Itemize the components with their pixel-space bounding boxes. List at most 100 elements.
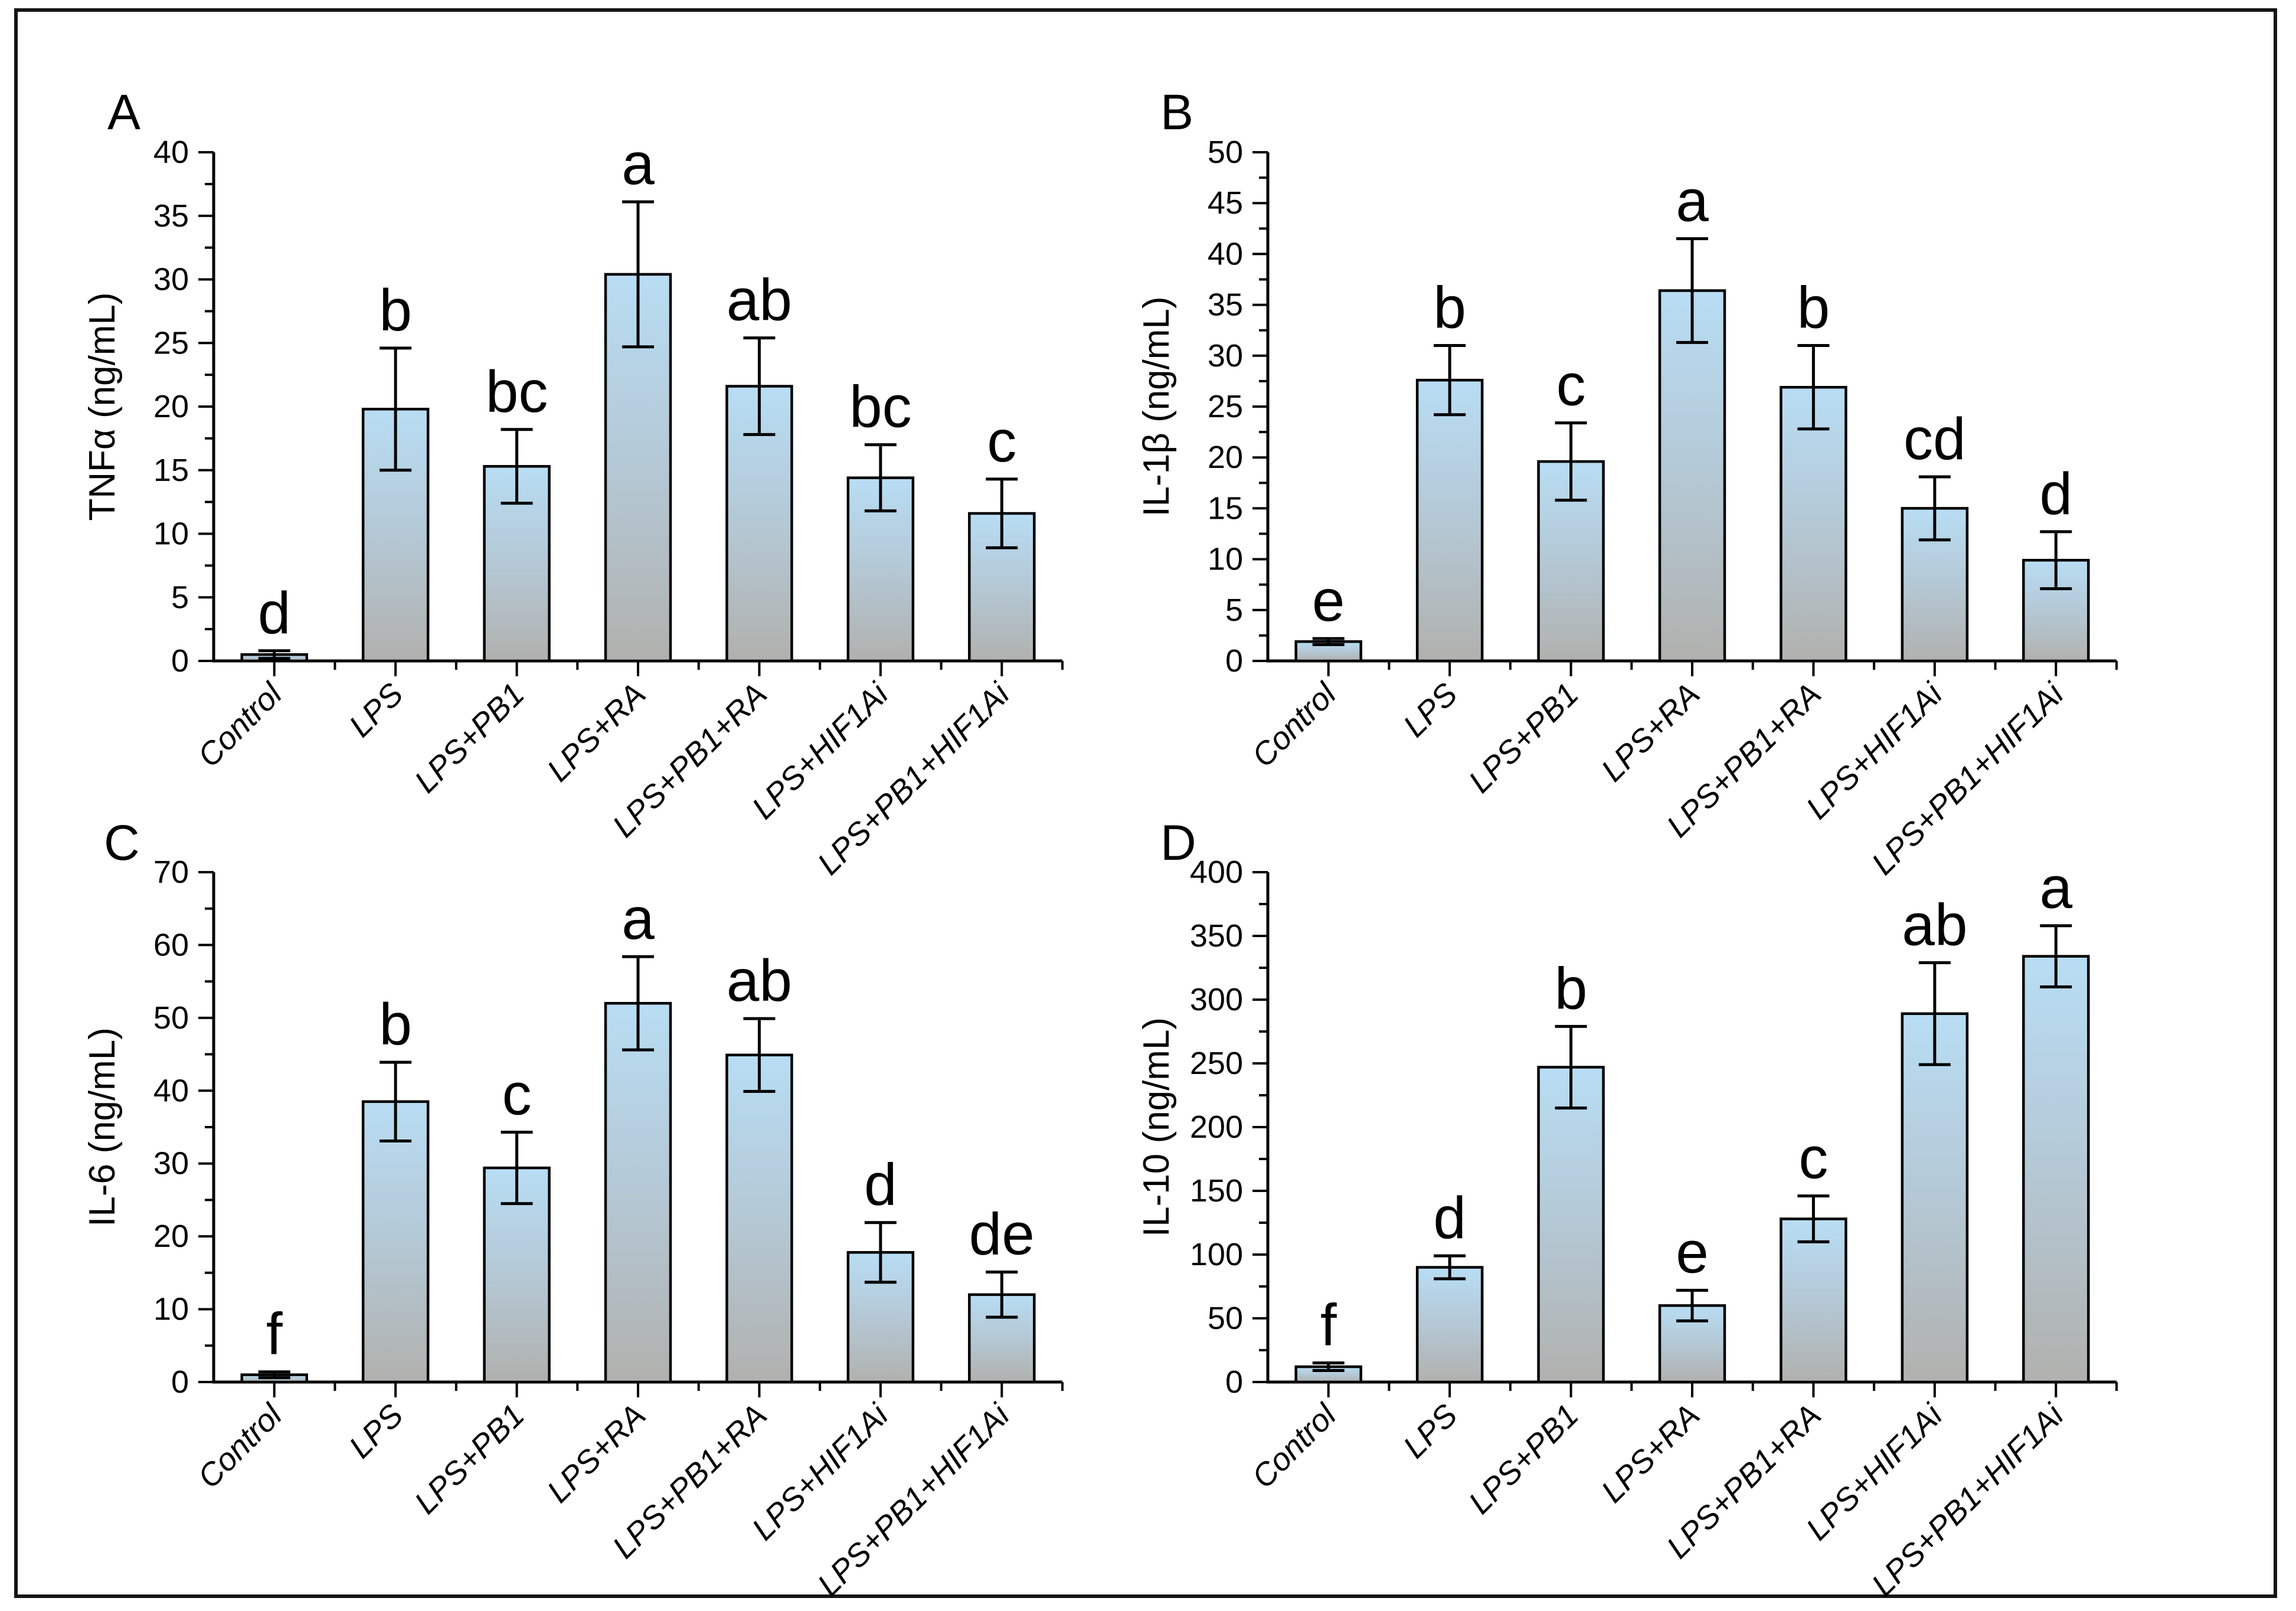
significance-letter: b (1555, 955, 1588, 1021)
y-axis-tick-label: 20 (153, 1219, 189, 1254)
y-axis-tick-label: 0 (171, 1364, 189, 1400)
y-axis-tick-label: 50 (1208, 1301, 1243, 1336)
y-axis-tick-label: 35 (153, 198, 189, 234)
y-axis-tick-label: 25 (153, 325, 189, 361)
significance-letter: c (502, 1062, 532, 1128)
y-axis-tick-label: 100 (1190, 1237, 1243, 1272)
x-axis-category-label: LPS (1396, 1397, 1464, 1465)
y-axis-tick-label: 70 (153, 854, 189, 890)
significance-letter: cd (1903, 406, 1966, 472)
y-axis-tick-label: 300 (1190, 982, 1243, 1017)
y-axis-tick-label: 40 (153, 135, 189, 170)
significance-letter: ab (727, 948, 792, 1014)
significance-letter: d (864, 1152, 897, 1218)
significance-letter: a (622, 131, 655, 197)
y-axis-tick-label: 400 (1190, 854, 1243, 890)
y-axis-tick-label: 0 (1225, 643, 1243, 679)
significance-letter: d (2039, 461, 2072, 527)
significance-letter: c (1556, 352, 1586, 418)
significance-letter: de (969, 1201, 1035, 1268)
y-axis-title: IL-10 (ng/mL) (1136, 1017, 1177, 1237)
x-axis-category-label: Control (191, 676, 290, 774)
significance-letter: c (1798, 1125, 1828, 1191)
x-axis-category-label: LPS (342, 676, 410, 744)
bar-lps-pb1-ra (1780, 1217, 1847, 1384)
y-axis-tick-label: 30 (1208, 338, 1243, 374)
y-axis-title: IL-6 (ng/mL) (82, 1027, 123, 1227)
significance-letter: ab (727, 267, 792, 333)
x-axis-category-label: LPS (1396, 676, 1464, 744)
significance-letter: b (1797, 275, 1830, 341)
significance-letter: b (1433, 275, 1466, 341)
panel-letter-d: D (1160, 815, 1196, 870)
panel-B: 0 5 10 15 20 25 30 35 40 45 50 IL-1β (ng/mL) Control… (1136, 135, 2118, 882)
bar-lps-pb1-hif1ai (2022, 955, 2090, 1384)
x-axis-category-label: LPS+PB1 (1462, 1397, 1585, 1521)
x-axis-category-label: LPS+RA (541, 1397, 653, 1510)
panel-letter-c: C (104, 815, 140, 870)
significance-letter: a (622, 886, 655, 952)
bar-lps-pb1 (1537, 1066, 1605, 1384)
y-axis-tick-label: 10 (153, 1292, 189, 1327)
panel-letter-a: A (107, 84, 141, 140)
bar-lps-pb1-ra (725, 1053, 793, 1384)
bar-lps (361, 1100, 430, 1384)
x-axis-category-label: Control (1245, 676, 1344, 774)
y-axis-tick-label: 40 (1208, 236, 1243, 271)
significance-letter: f (266, 1301, 283, 1367)
y-axis-tick-label: 30 (153, 1146, 189, 1181)
panel-C: 0 10 20 30 40 50 60 70 IL-6 (ng/mL) Control f LPS b L… (82, 854, 1064, 1603)
significance-letter: f (1320, 1292, 1337, 1358)
significance-letter: e (1676, 1219, 1709, 1285)
x-axis-category-label: LPS+PB1 (408, 1397, 531, 1521)
y-axis-tick-label: 0 (171, 643, 189, 679)
significance-letter: a (2039, 855, 2072, 921)
significance-letter: b (379, 991, 412, 1057)
x-axis-category-label: Control (191, 1397, 290, 1495)
y-axis-tick-label: 45 (1208, 185, 1243, 221)
y-axis-title: IL-1β (ng/mL) (1136, 296, 1177, 516)
y-axis-tick-label: 5 (171, 579, 189, 615)
significance-letter: bc (849, 374, 912, 440)
significance-letter: b (379, 277, 412, 343)
bar-lps (1415, 378, 1484, 663)
x-axis-category-label: LPS (342, 1397, 410, 1465)
significance-letter: e (1312, 568, 1345, 634)
panel-letter-b: B (1160, 84, 1194, 140)
bar-lps-pb1-ra (1780, 385, 1847, 663)
significance-letter: d (1433, 1185, 1466, 1251)
y-axis-tick-label: 10 (1208, 542, 1243, 577)
panel-A: 0 5 10 15 20 25 30 35 40 TNFα (ng/mL) Control d LPS b… (82, 131, 1064, 882)
y-axis-tick-label: 150 (1190, 1173, 1243, 1209)
bar-lps-ra (604, 1001, 672, 1384)
y-axis-tick-label: 350 (1190, 918, 1243, 954)
y-axis-tick-label: 15 (1208, 490, 1243, 526)
y-axis-tick-label: 15 (153, 453, 189, 488)
panel-D: 0 50 100 150 200 250 300 350 400 IL-10 (ng/mL) Con… (1136, 854, 2118, 1603)
y-axis-tick-label: 60 (153, 927, 189, 962)
y-axis-tick-label: 10 (153, 516, 189, 552)
y-axis-title: TNFα (ng/mL) (82, 292, 123, 520)
y-axis-tick-label: 50 (153, 1000, 189, 1036)
bar-lps-hif1ai (1901, 1012, 1969, 1384)
y-axis-tick-label: 35 (1208, 287, 1243, 323)
y-axis-tick-label: 20 (1208, 440, 1243, 475)
y-axis-tick-label: 0 (1225, 1364, 1243, 1400)
significance-letter: ab (1902, 892, 1967, 958)
significance-letter: a (1676, 168, 1709, 234)
y-axis-tick-label: 20 (153, 389, 189, 424)
y-axis-tick-label: 200 (1190, 1109, 1243, 1145)
y-axis-tick-label: 5 (1225, 592, 1243, 628)
y-axis-tick-label: 25 (1208, 389, 1243, 424)
bar-lps-ra (1658, 289, 1726, 663)
x-axis-category-label: LPS+RA (541, 676, 653, 788)
y-axis-tick-label: 40 (153, 1073, 189, 1108)
bar-lps (1415, 1266, 1484, 1384)
x-axis-category-label: LPS+RA (1595, 1397, 1707, 1510)
y-axis-tick-label: 250 (1190, 1046, 1243, 1081)
x-axis-category-label: LPS+PB1 (1462, 676, 1585, 800)
y-axis-tick-label: 30 (153, 262, 189, 297)
significance-letter: c (987, 408, 1016, 474)
